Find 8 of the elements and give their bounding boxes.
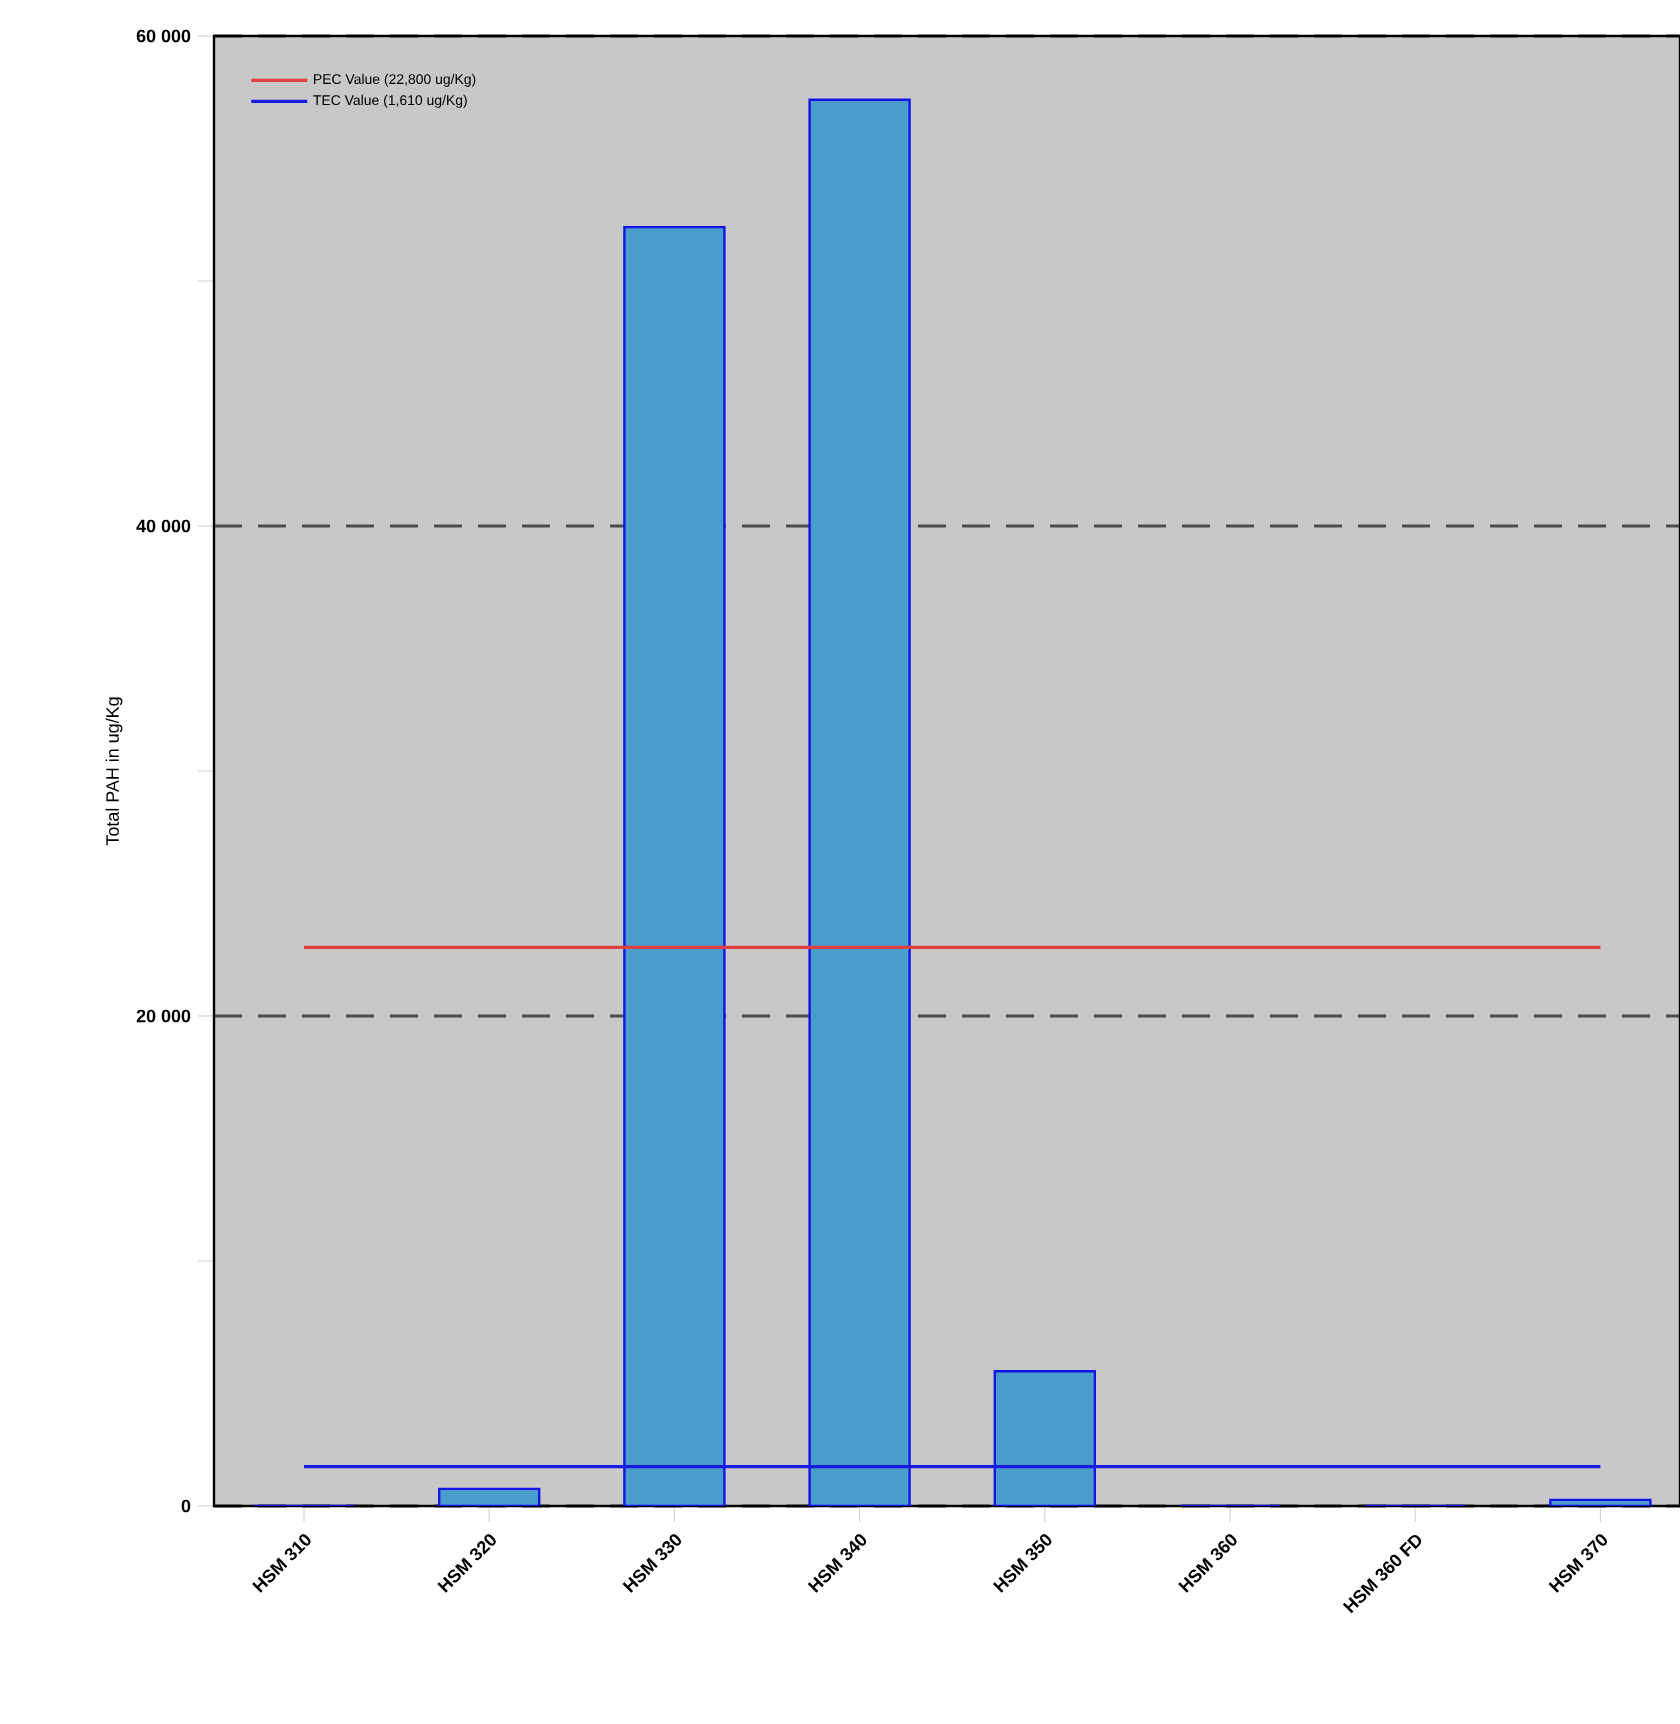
bar xyxy=(993,1370,1096,1506)
y-tick-label: 40 000 xyxy=(136,519,191,533)
bar xyxy=(808,98,911,1506)
y-tick-label: 20 000 xyxy=(136,1009,191,1023)
y-axis-title: Total PAH in ug/Kg xyxy=(105,697,123,846)
y-tick-label: 60 000 xyxy=(136,29,191,43)
bar xyxy=(623,225,726,1506)
y-tick-label: 0 xyxy=(181,1499,191,1513)
